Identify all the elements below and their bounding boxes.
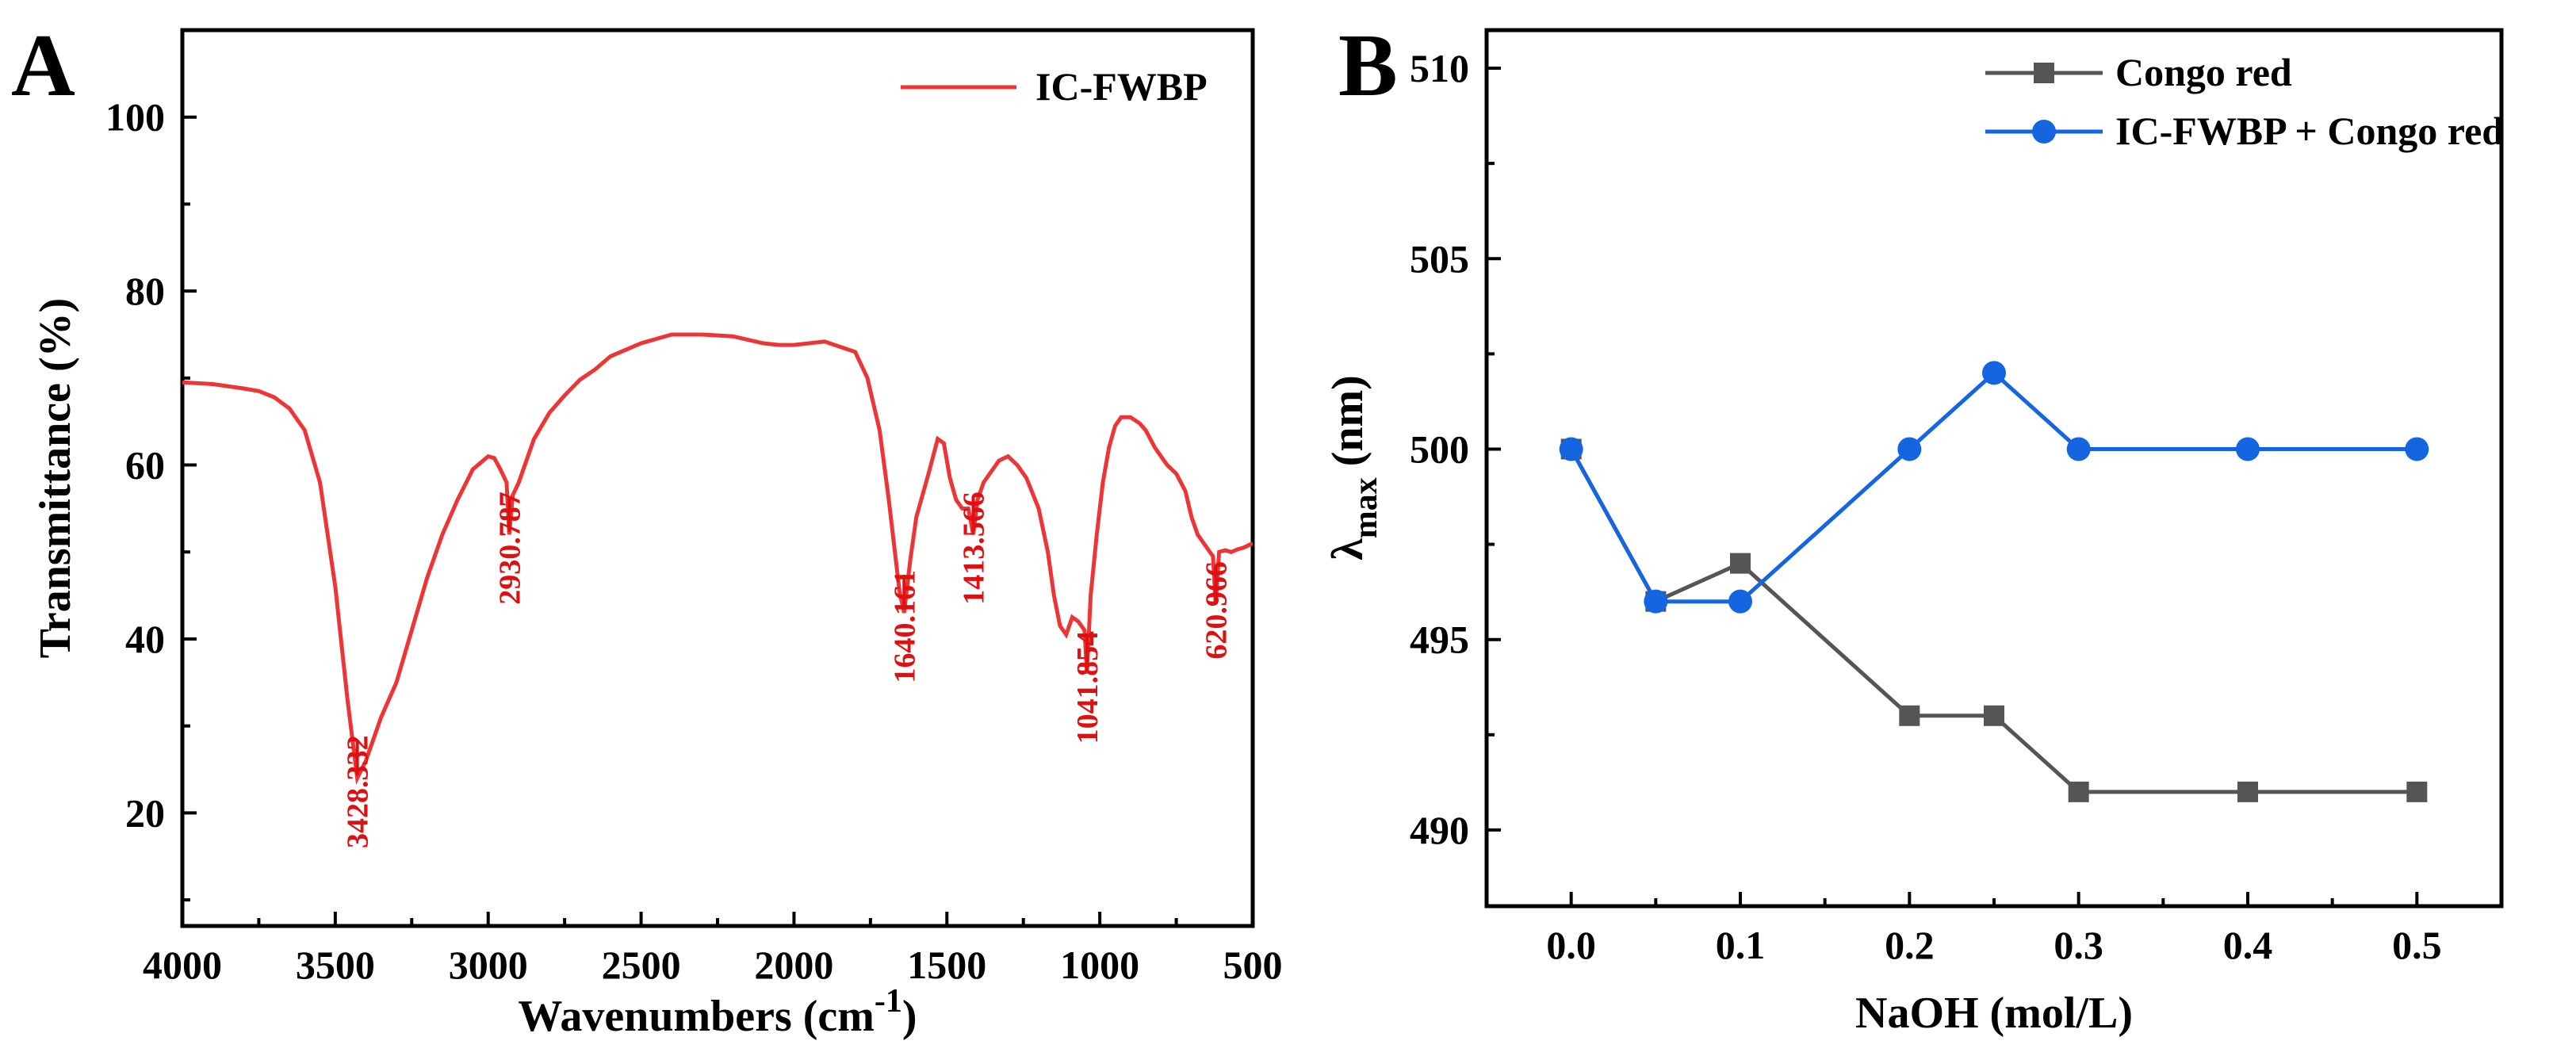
y-axis-label-lambda: λ bbox=[1323, 538, 1372, 561]
data-point-ic-fwbp-congo-red bbox=[1982, 361, 2006, 385]
legend: Congo red IC-FWBP + Congo red bbox=[1985, 50, 2504, 153]
y-axis-label-unit: (nm) bbox=[1323, 375, 1372, 477]
x-axis-label: Wavenumbers (cm-1) bbox=[518, 983, 917, 1041]
legend-marker-congo-red bbox=[2034, 63, 2054, 83]
legend-marker-ic-fwbp-congo-red bbox=[2032, 120, 2056, 143]
x-tick-label: 0.3 bbox=[2054, 923, 2103, 967]
x-tick-label: 500 bbox=[1223, 943, 1283, 987]
panel-label-a: A bbox=[11, 17, 75, 115]
y-tick-label: 505 bbox=[1410, 236, 1469, 281]
x-axis-label-b: NaOH (mol/L) bbox=[1855, 989, 2133, 1038]
peak-label: 620.966 bbox=[1200, 561, 1233, 660]
data-point-ic-fwbp-congo-red bbox=[2405, 437, 2429, 461]
series-line-congo-red bbox=[1569, 448, 2417, 794]
peak-label: 1640.161 bbox=[888, 570, 921, 683]
data-point-congo-red bbox=[1899, 705, 1920, 726]
x-axis-label-sup: -1 bbox=[875, 983, 902, 1020]
x-tick-label: 4000 bbox=[143, 943, 222, 987]
data-point-congo-red bbox=[2068, 781, 2089, 802]
x-tick-label: 1500 bbox=[907, 943, 986, 987]
x-tick-label: 0.5 bbox=[2392, 923, 2442, 967]
legend-label-ic-fwbp-congo-red: IC-FWBP + Congo red bbox=[2115, 109, 2504, 153]
y-tick-label: 495 bbox=[1410, 618, 1469, 662]
legend-label-ic-fwbp: IC-FWBP bbox=[1035, 64, 1208, 109]
data-point-ic-fwbp-congo-red bbox=[2236, 437, 2260, 461]
data-point-ic-fwbp-congo-red bbox=[1644, 589, 1668, 614]
peak-label: 1041.854 bbox=[1071, 631, 1104, 744]
y-tick-label: 60 bbox=[125, 443, 165, 488]
x-tick-label: 2000 bbox=[754, 943, 833, 987]
legend-label-congo-red: Congo red bbox=[2115, 50, 2292, 94]
peak-label: 2930.787 bbox=[493, 492, 526, 605]
data-point-ic-fwbp-congo-red bbox=[2066, 437, 2091, 461]
x-tick-label: 0.1 bbox=[1716, 923, 1766, 967]
data-point-congo-red bbox=[1984, 705, 2004, 726]
y-tick-label: 20 bbox=[125, 790, 165, 835]
x-axis-label-text: Wavenumbers (cm bbox=[518, 992, 875, 1041]
x-tick-label: 0.0 bbox=[1546, 923, 1596, 967]
data-point-ic-fwbp-congo-red bbox=[1897, 437, 1922, 461]
panel-label-b: B bbox=[1338, 17, 1398, 115]
lambda-max-chart: 0.0 0.1 0.2 0.3 0.4 0.5 490 495 500 505 510 Congo… bbox=[1323, 28, 2504, 1038]
x-axis-label-close: ) bbox=[902, 992, 917, 1041]
series-line-ic-fwbp-congo-red bbox=[1569, 370, 2417, 604]
y-tick-label: 100 bbox=[105, 95, 165, 140]
data-point-congo-red bbox=[2406, 781, 2428, 802]
x-tick-label: 0.2 bbox=[1885, 923, 1935, 967]
ftir-chart: 4000 3500 3000 2500 2000 1500 1000 500 20 40 60 80… bbox=[31, 28, 1283, 1041]
data-point-ic-fwbp-congo-red bbox=[1728, 589, 1752, 614]
x-tick-label: 3500 bbox=[296, 943, 375, 987]
y-tick-label: 490 bbox=[1410, 808, 1469, 852]
y-axis-label-sub: max bbox=[1348, 477, 1384, 538]
y-tick-label: 80 bbox=[125, 269, 165, 313]
data-point-congo-red bbox=[2237, 781, 2258, 802]
y-axis-label: Transmittance (%) bbox=[31, 298, 80, 659]
series-line-ic-fwbp bbox=[182, 332, 1253, 786]
y-axis-label-b: λmax (nm) bbox=[1323, 375, 1384, 561]
x-tick-label: 2500 bbox=[602, 943, 681, 987]
plot-frame-b bbox=[1484, 28, 2504, 909]
x-tick-label: 0.4 bbox=[2223, 923, 2273, 967]
data-point-ic-fwbp-congo-red bbox=[1559, 437, 1583, 461]
data-point-congo-red bbox=[1730, 553, 1751, 574]
y-tick-label: 40 bbox=[125, 617, 165, 661]
x-tick-label: 1000 bbox=[1060, 943, 1139, 987]
peak-label: 3428.332 bbox=[342, 735, 375, 848]
y-tick-label: 510 bbox=[1410, 46, 1469, 90]
x-tick-label: 3000 bbox=[449, 943, 528, 987]
y-tick-label: 500 bbox=[1410, 427, 1469, 471]
peak-label: 1413.566 bbox=[957, 492, 990, 605]
